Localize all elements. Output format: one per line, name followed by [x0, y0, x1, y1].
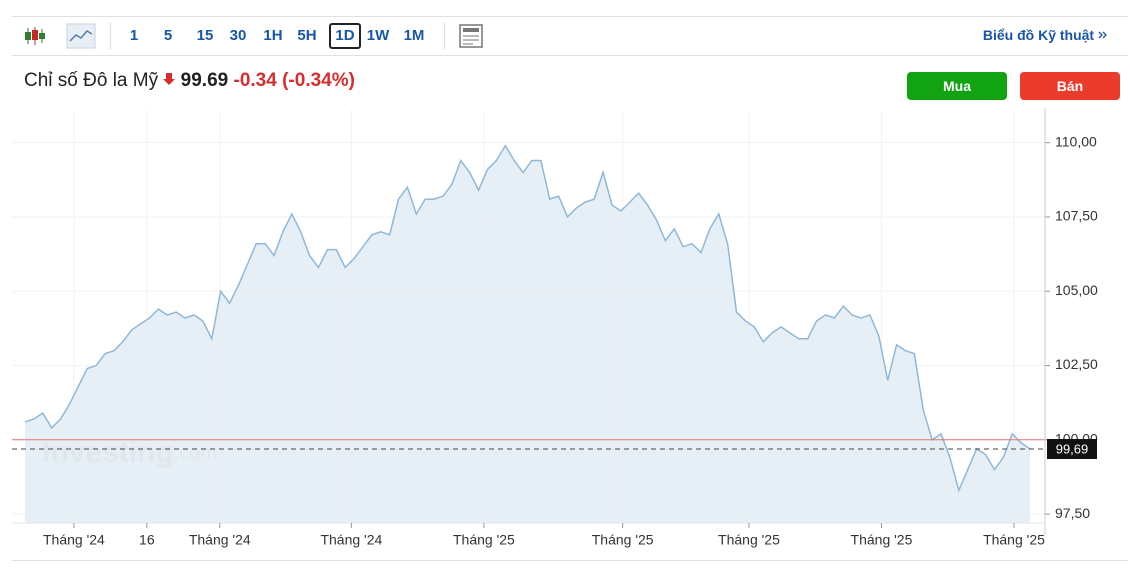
x-tick-label: Tháng '24: [320, 532, 382, 548]
area-fill: [25, 145, 1030, 524]
bottom-border: [12, 560, 1128, 561]
interval-button[interactable]: 5H: [297, 27, 317, 44]
technical-chart-link[interactable]: Biểu đồ Kỹ thuật: [983, 27, 1108, 43]
buy-button[interactable]: Mua: [907, 72, 1007, 100]
interval-button[interactable]: 1M: [403, 27, 425, 44]
news-icon[interactable]: [458, 23, 484, 49]
interval-button[interactable]: 1: [129, 27, 139, 44]
last-value-tag: [1047, 439, 1097, 460]
price: 99.69: [180, 70, 229, 91]
y-tick-label: 105,00: [1055, 282, 1098, 298]
x-tick-label: Tháng '25: [851, 532, 913, 548]
interval-button[interactable]: 15: [196, 27, 214, 44]
interval-button[interactable]: 5: [163, 27, 173, 44]
instrument-name: Chỉ số Đô la Mỹ: [24, 70, 159, 91]
y-tick-label: 110,00: [1055, 133, 1097, 149]
area-line: [24, 144, 1031, 493]
y-tick-label: 107,50: [1055, 208, 1098, 224]
x-tick-label: 16: [139, 532, 155, 548]
x-tick-label: Tháng '25: [718, 532, 780, 548]
interval-button[interactable]: 1H: [263, 27, 283, 44]
instrument-header: Chỉ số Đô la Mỹ 99.69 -0.34 (-0.34%): [24, 70, 355, 92]
change-percent: (-0.34%): [282, 70, 355, 91]
separator: [110, 23, 111, 49]
y-tick-label: 97,50: [1055, 505, 1090, 521]
x-tick-label: Tháng '25: [592, 532, 654, 548]
y-tick-label: 102,50: [1055, 356, 1098, 372]
chart: Investing.com97,50100,00102,50105,00107,…: [12, 108, 1098, 548]
area-icon[interactable]: [66, 23, 96, 49]
interval-button[interactable]: 30: [229, 27, 247, 44]
interval-button[interactable]: 1D: [329, 23, 361, 49]
candle-icon[interactable]: [22, 25, 48, 47]
down-arrow: [163, 73, 176, 85]
link-text: Biểu đồ Kỹ thuật: [982, 27, 1095, 43]
x-tick-label: Tháng '24: [43, 532, 105, 548]
change: -0.34: [233, 70, 277, 91]
sell-button[interactable]: Bán: [1020, 72, 1120, 100]
chevron-icon: [1098, 31, 1107, 39]
x-tick-label: Tháng '25: [983, 532, 1045, 548]
last-value-label: 99,69: [1056, 441, 1089, 456]
interval-button[interactable]: 1W: [366, 27, 390, 44]
x-tick-label: Tháng '24: [189, 532, 251, 548]
toolbar: 1 5 15 30 1H 5H 1D 1W 1M Biểu đồ Kỹ thuật: [12, 16, 1128, 56]
separator: [444, 23, 445, 49]
x-tick-label: Tháng '25: [453, 532, 515, 548]
